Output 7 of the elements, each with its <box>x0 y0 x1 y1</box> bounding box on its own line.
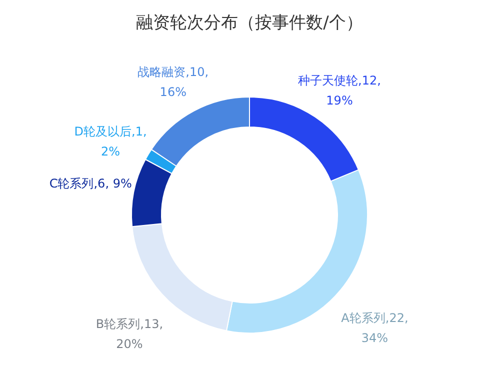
slice-label: 种子天使轮,12, 19% <box>298 73 381 108</box>
slice-label: B轮系列,13, 20% <box>96 316 164 351</box>
slice-label: 战略融资,10, 16% <box>138 65 209 100</box>
slice-label: D轮及以后,1, 2% <box>74 124 147 159</box>
slice-label: A轮系列,22, 34% <box>341 310 408 345</box>
slice-label: C轮系列,6, 9% <box>49 176 132 190</box>
chart-title: 融资轮次分布（按事件数/个） <box>136 13 363 33</box>
